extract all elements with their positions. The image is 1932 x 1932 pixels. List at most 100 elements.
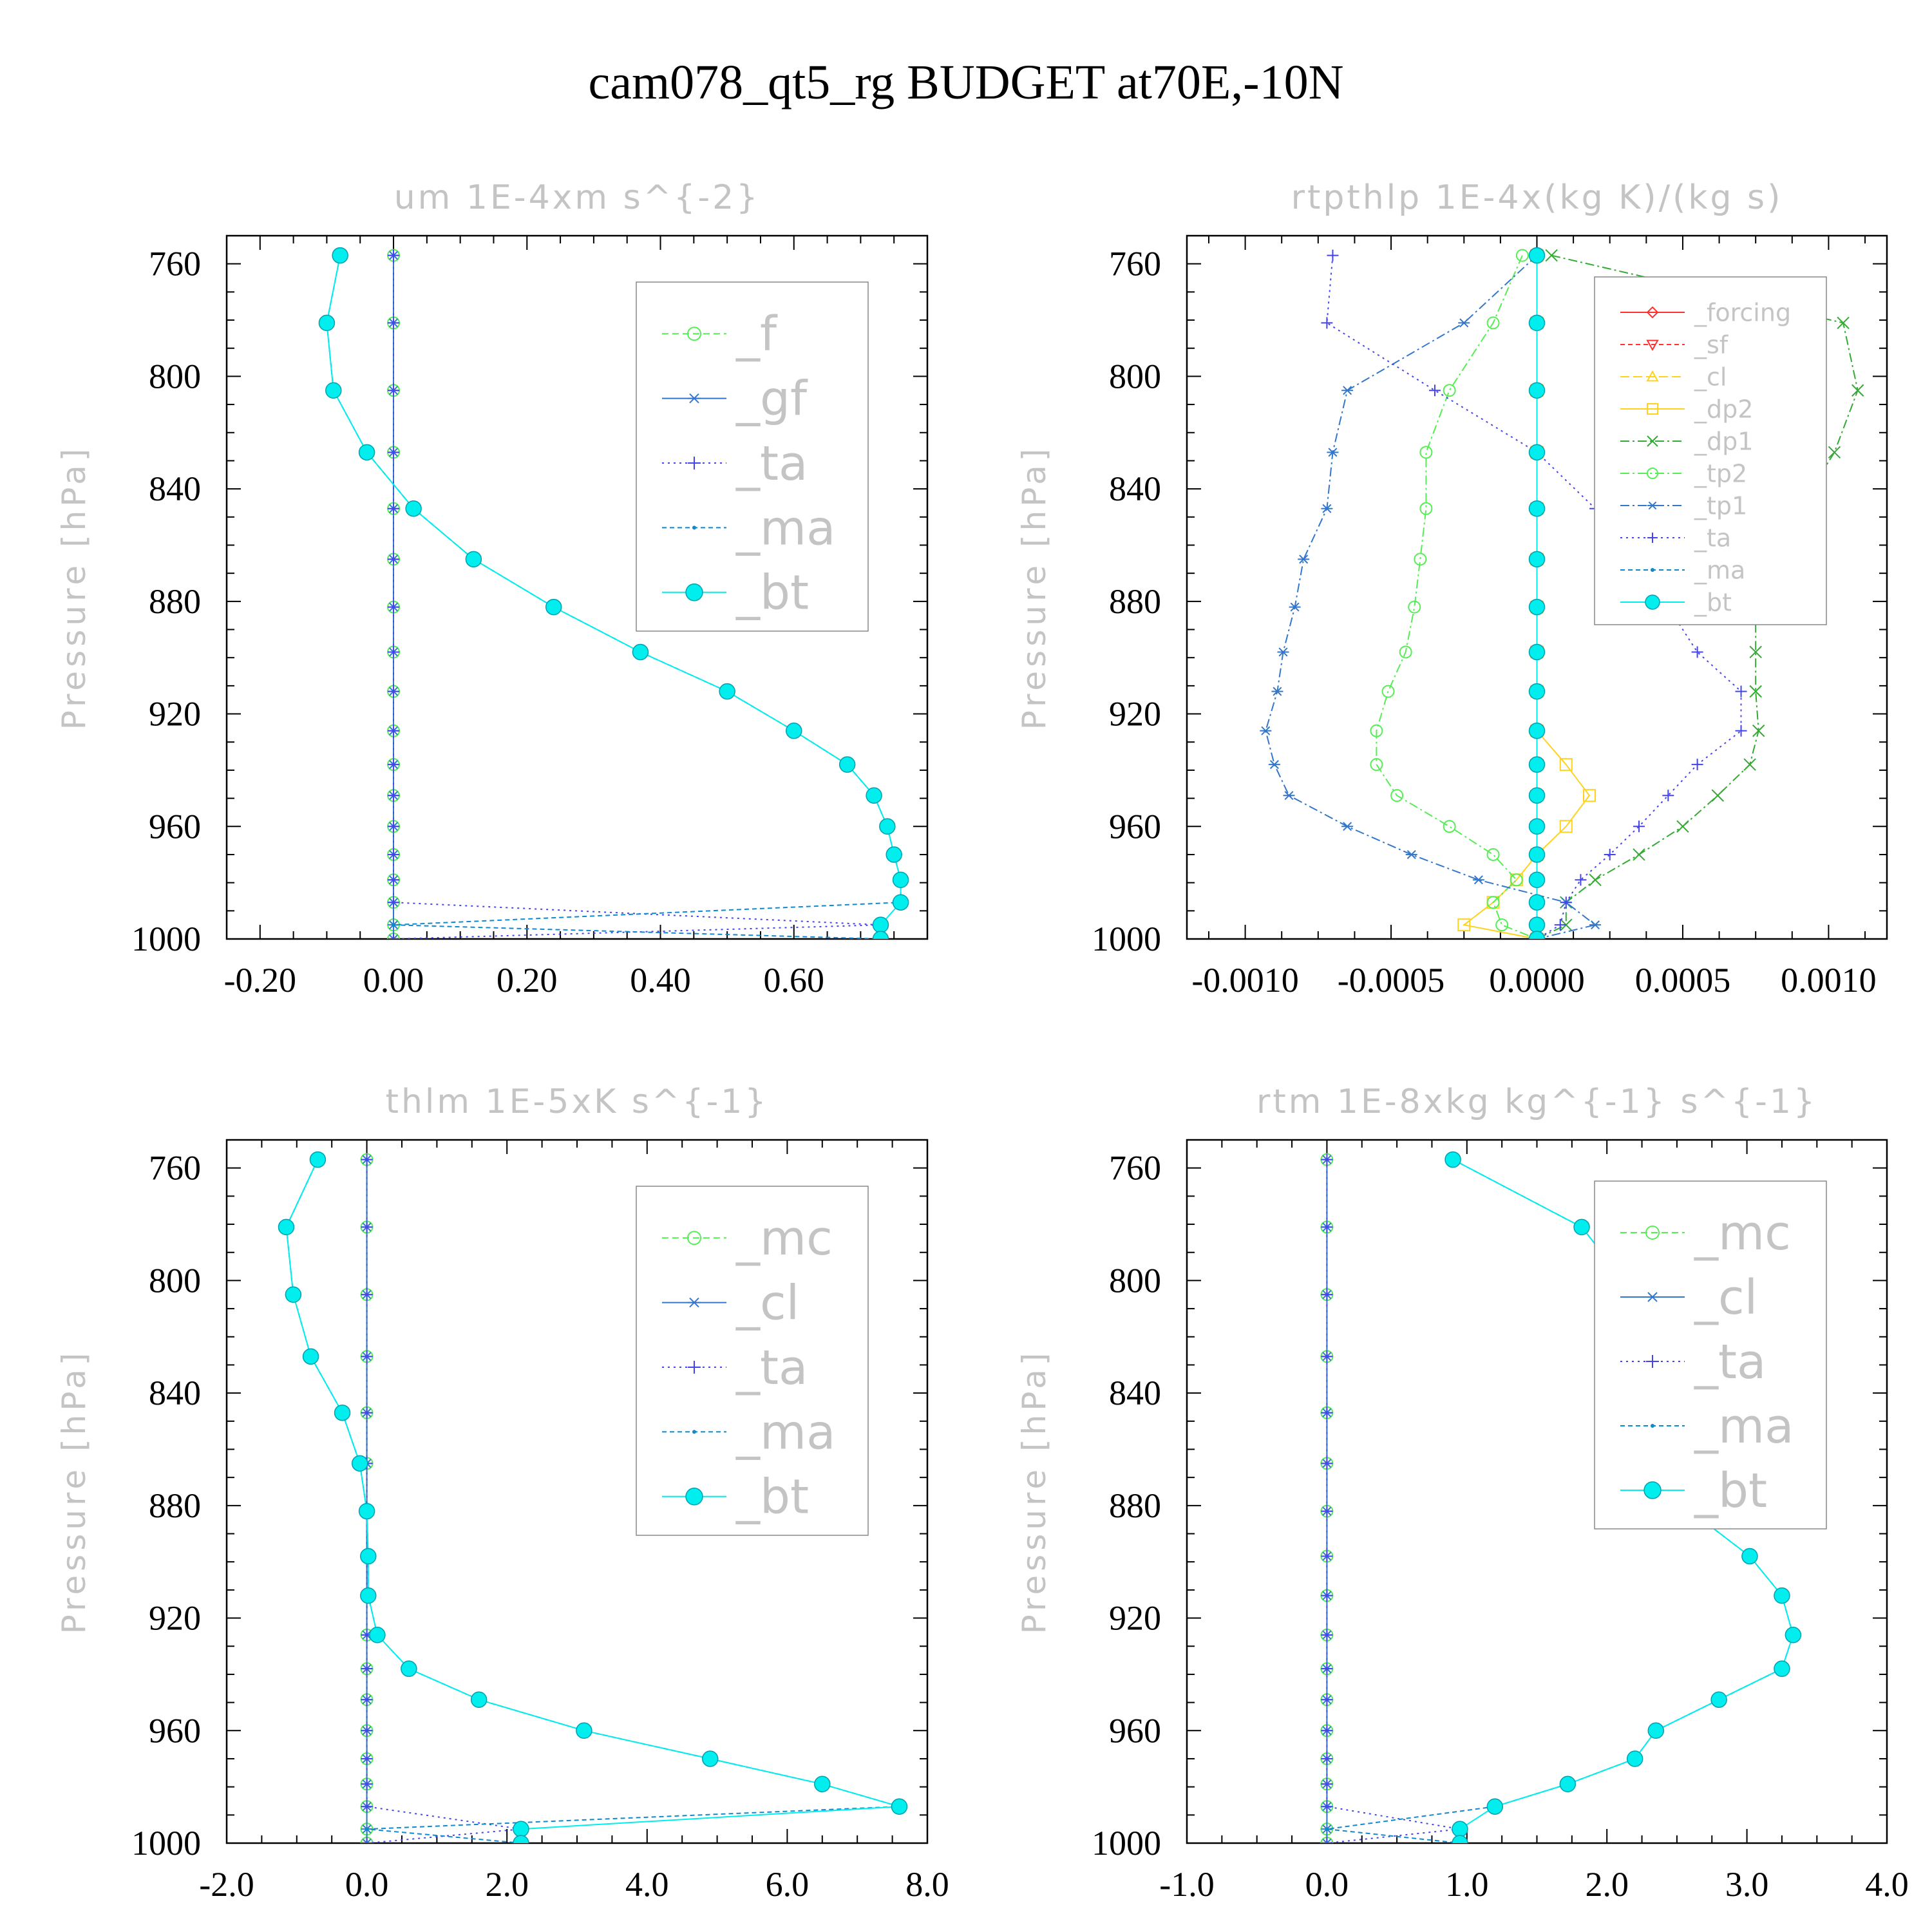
y-tick-label: 800	[1109, 1261, 1161, 1300]
series-group	[1320, 1151, 1802, 1843]
legend: _f _gf _ta _ma _bt	[636, 281, 869, 632]
legend-marker	[1647, 468, 1658, 479]
data-point-ta	[1735, 685, 1747, 697]
data-point-ta	[388, 848, 400, 860]
data-point-bt	[1528, 723, 1546, 739]
data-point-dp2	[1457, 918, 1471, 932]
data-point-bt	[632, 643, 649, 661]
data-point-ta	[388, 896, 400, 909]
legend-marker	[1651, 1424, 1654, 1428]
y-tick-label: 800	[1109, 357, 1161, 395]
data-point-tp2	[1443, 820, 1456, 833]
legend-box	[1594, 276, 1827, 625]
legend-entry: _f	[735, 307, 778, 362]
legend-entry: _ma	[1694, 556, 1745, 584]
data-point-ta	[1604, 848, 1616, 860]
data-point-tp1	[1268, 760, 1280, 770]
data-point-bt	[1559, 1776, 1577, 1793]
data-point-bt	[1647, 1722, 1665, 1739]
legend-entry: _bt	[735, 1470, 809, 1525]
legend-entry: _bt	[735, 565, 809, 621]
data-point-tp2	[1370, 724, 1383, 737]
panel-2: 760 800 840 880 920 960 1000 -0.0010 -0.0005 0.00…	[1016, 178, 1888, 999]
data-point-tp2	[1370, 758, 1383, 772]
data-point-bt	[285, 1286, 302, 1303]
data-point-tp2	[1399, 645, 1412, 659]
data-point-gf	[388, 934, 400, 939]
data-point-tp2	[1419, 502, 1433, 515]
data-point-ta	[361, 1350, 373, 1363]
data-point-tp2	[1381, 685, 1395, 698]
data-point-tp1	[1341, 822, 1354, 831]
data-point-tp1	[1458, 318, 1470, 328]
x-tick-label: 8.0	[905, 1865, 949, 1904]
data-point-dp1	[1589, 873, 1602, 886]
legend-marker	[687, 327, 701, 341]
plot-frame	[225, 234, 929, 940]
legend-marker	[1646, 1292, 1659, 1302]
data-point-tp1	[1283, 791, 1295, 800]
y-tick-label: 800	[149, 357, 201, 395]
legend-entry: _cl	[735, 1276, 799, 1331]
data-point-bt	[334, 1404, 351, 1421]
x-tick-label: 2.0	[485, 1865, 529, 1904]
data-point-bt	[332, 247, 348, 264]
data-point-ta	[1321, 1752, 1333, 1765]
data-point-bt	[1626, 1750, 1643, 1767]
x-tick-label: 0.0010	[1781, 961, 1877, 999]
legend-entry: _dp1	[1694, 427, 1753, 455]
data-point-bt	[1785, 1627, 1802, 1643]
legend-entry: _bt	[1694, 1463, 1767, 1519]
x-tick-label: 0.0	[1305, 1865, 1349, 1904]
data-point-tp2	[1486, 896, 1500, 909]
data-point-ta	[1321, 1589, 1333, 1602]
data-point-ta	[361, 1837, 373, 1843]
data-point-dp1	[1749, 645, 1762, 659]
y-tick-label: 800	[149, 1261, 201, 1300]
legend-marker	[685, 1488, 703, 1506]
legend-entry: _bt	[1694, 588, 1732, 616]
data-point-dp2	[1583, 789, 1596, 802]
data-point-ta	[388, 724, 400, 737]
panel-title: thlm 1E-5xK s^{-1}	[386, 1083, 769, 1121]
data-point-bt	[1741, 1548, 1758, 1565]
y-tick-label: 920	[149, 695, 201, 734]
x-tick-label: 0.40	[630, 961, 691, 999]
y-tick-label: 840	[149, 469, 201, 508]
x-tick-label: -1.0	[1159, 1865, 1214, 1904]
panel-1: 760 800 840 880 920 960 1000 -0.20 0.00 0.20 0.40 0…	[55, 178, 929, 999]
y-tick-label: 920	[149, 1599, 201, 1638]
data-point-tp1	[1277, 647, 1289, 657]
data-point-bt	[309, 1151, 327, 1168]
series-line-tp1	[1265, 254, 1597, 939]
y-tick-label: 1000	[131, 1824, 201, 1862]
legend-entry: _ta	[1694, 1334, 1766, 1390]
data-point-ta	[1321, 1457, 1333, 1470]
data-point-ta	[1321, 1406, 1333, 1419]
data-point-dp1	[1711, 789, 1725, 802]
legend-marker	[688, 457, 701, 469]
data-point-ta	[1735, 724, 1747, 737]
x-tick-label: 3.0	[1725, 1865, 1769, 1904]
data-point-tp1	[1289, 602, 1301, 612]
data-point-ta	[1321, 1550, 1333, 1562]
y-tick-label: 760	[149, 1149, 201, 1188]
data-point-ta	[361, 1663, 373, 1675]
data-point-tp2	[1486, 848, 1500, 861]
data-point-ta	[361, 1752, 373, 1765]
legend-marker	[1646, 370, 1659, 382]
data-point-ta	[361, 1406, 373, 1419]
legend-marker	[1646, 339, 1659, 352]
data-point-dp2	[1559, 758, 1573, 772]
legend-marker	[685, 583, 703, 601]
y-tick-label: 760	[1109, 245, 1161, 283]
data-point-tp2	[1390, 789, 1404, 802]
data-point-tp2	[1510, 873, 1523, 887]
legend-entry: _ta	[735, 1340, 808, 1396]
data-point-tp1	[1341, 386, 1354, 395]
data-point-ta	[1633, 820, 1645, 833]
data-point-ta	[388, 820, 400, 833]
data-point-dp1	[1828, 446, 1841, 459]
data-point-ta	[361, 1694, 373, 1706]
y-tick-label: 1000	[131, 920, 201, 958]
